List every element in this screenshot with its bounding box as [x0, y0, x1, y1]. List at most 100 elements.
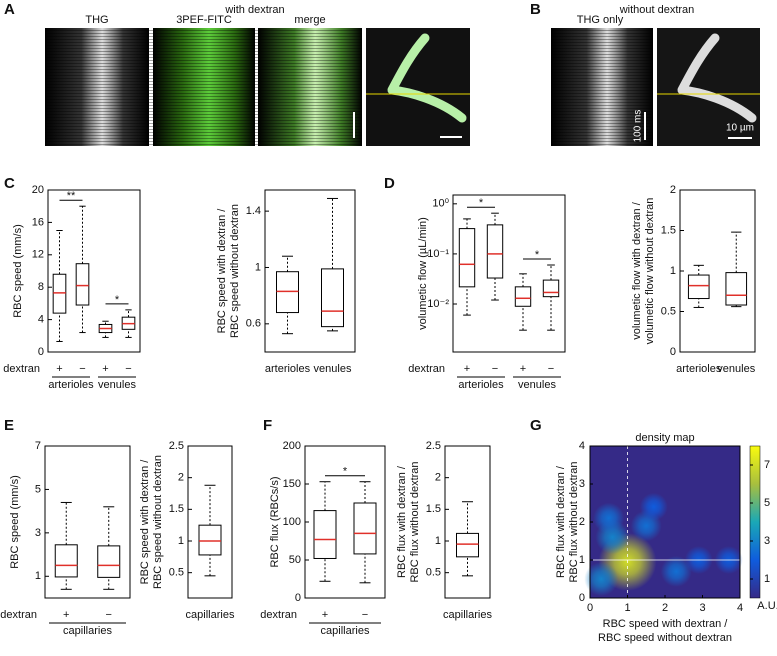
scale-label: 100 ms	[633, 110, 644, 143]
plot-frame	[444, 445, 491, 599]
group-label: arterioles	[48, 379, 94, 391]
image-label: merge	[294, 14, 325, 26]
x-tick-label: capillaries	[186, 609, 235, 621]
vessel	[387, 33, 467, 123]
scale-label: 10 µm	[726, 123, 754, 134]
row-label: dextran	[408, 363, 445, 375]
y-tick-label: 0.5	[426, 567, 441, 579]
y-tick-label: 2	[670, 184, 676, 196]
density-blob	[593, 502, 625, 534]
y-tick-label: 1	[35, 570, 41, 582]
panel-title: without dextran	[619, 4, 695, 16]
y-tick-label: 0	[670, 346, 676, 358]
y-axis-label: RBC speed with dextran /	[139, 459, 151, 585]
colorbar-tick-label: 7	[764, 459, 770, 471]
box	[687, 274, 710, 300]
image-label: 3PEF-FITC	[176, 14, 232, 26]
plot-frame	[264, 189, 356, 353]
y-tick-label: 20	[32, 184, 44, 196]
y-tick-label: 2	[178, 472, 184, 484]
significance: *	[479, 197, 484, 209]
significance: **	[67, 190, 76, 202]
plot-frame	[187, 445, 233, 599]
y-tick-label: 1.5	[426, 503, 441, 515]
image-texture	[45, 28, 362, 146]
image-label: THG	[85, 14, 108, 26]
row-label: dextran	[0, 609, 37, 621]
x-tick-label: −	[79, 363, 85, 375]
y-tick-label: 0.5	[661, 305, 676, 317]
chart-title: density map	[635, 432, 694, 444]
y-tick-label: 0	[38, 346, 44, 358]
y-axis-label: RBC speed without dextran	[152, 455, 164, 589]
group-label: arterioles	[458, 379, 504, 391]
y-tick-label: 10⁻²	[427, 298, 449, 310]
y-tick-label: 50	[289, 554, 301, 566]
y-tick-label: 3	[35, 527, 41, 539]
box	[198, 524, 222, 556]
group-label: capillaries	[63, 625, 112, 637]
y-tick-label: 150	[283, 478, 301, 490]
y-tick-label: 2	[435, 472, 441, 484]
y-tick-label: 1	[579, 554, 585, 566]
y-tick-label: 200	[283, 440, 301, 452]
x-tick-label: 0	[587, 602, 593, 614]
x-tick-label: +	[520, 363, 526, 375]
density-blob	[584, 562, 619, 596]
y-tick-label: 0.6	[246, 318, 261, 330]
y-axis-label: RBC flux with dextran /	[396, 465, 408, 578]
x-tick-label: +	[322, 609, 328, 621]
x-tick-label: venules	[314, 363, 352, 375]
y-tick-label: 1	[670, 265, 676, 277]
box	[458, 228, 476, 288]
y-tick-label: 2.5	[426, 440, 441, 452]
x-tick-label: venules	[717, 363, 755, 375]
y-axis-label: RBC flux without dextran	[409, 461, 421, 582]
significance: *	[115, 294, 120, 306]
row-label: dextran	[3, 363, 40, 375]
y-axis-label: RBC speed (mm/s)	[9, 475, 21, 569]
density-blob	[660, 555, 692, 587]
box	[52, 273, 67, 314]
x-tick-label: −	[492, 363, 498, 375]
plot-frame	[47, 189, 141, 353]
y-tick-label: 1	[255, 261, 261, 273]
x-tick-label: −	[362, 609, 368, 621]
group-label: capillaries	[321, 625, 370, 637]
y-tick-label: 1.4	[246, 205, 261, 217]
y-tick-label: 8	[38, 281, 44, 293]
x-tick-label: +	[56, 363, 62, 375]
y-tick-label: 4	[579, 440, 585, 452]
panel-title: with dextran	[224, 4, 284, 16]
row-label: dextran	[260, 609, 297, 621]
plot-frame	[679, 189, 756, 353]
box	[54, 544, 78, 578]
box	[97, 545, 121, 578]
box	[321, 268, 344, 328]
y-axis-label: volumetic flow with dextran /	[631, 201, 643, 339]
x-tick-label: −	[548, 363, 554, 375]
x-axis-label: RBC speed with dextran /	[603, 618, 729, 630]
box	[75, 263, 90, 306]
y-tick-label: 4	[38, 314, 44, 326]
x-tick-label: arterioles	[265, 363, 311, 375]
y-axis-label: RBC flux with dextran /	[555, 465, 567, 578]
x-tick-label: −	[125, 363, 131, 375]
y-axis-label: RBC flux without dextran	[568, 461, 580, 582]
y-tick-label: 0.5	[169, 567, 184, 579]
panel-label: F	[263, 417, 272, 434]
colorbar	[749, 445, 761, 599]
x-tick-label: 4	[737, 602, 743, 614]
panel-label: G	[530, 417, 542, 434]
box	[725, 272, 748, 306]
image-texture	[551, 28, 653, 146]
box	[353, 502, 377, 555]
box	[313, 510, 337, 559]
panel-label: E	[4, 417, 14, 434]
x-tick-label: arterioles	[676, 363, 722, 375]
group-label: venules	[518, 379, 556, 391]
y-tick-label: 2.5	[169, 440, 184, 452]
y-tick-label: 1	[178, 535, 184, 547]
colorbar-tick-label: 3	[764, 535, 770, 547]
y-axis-label: volumetic flow without dextran	[644, 198, 656, 345]
